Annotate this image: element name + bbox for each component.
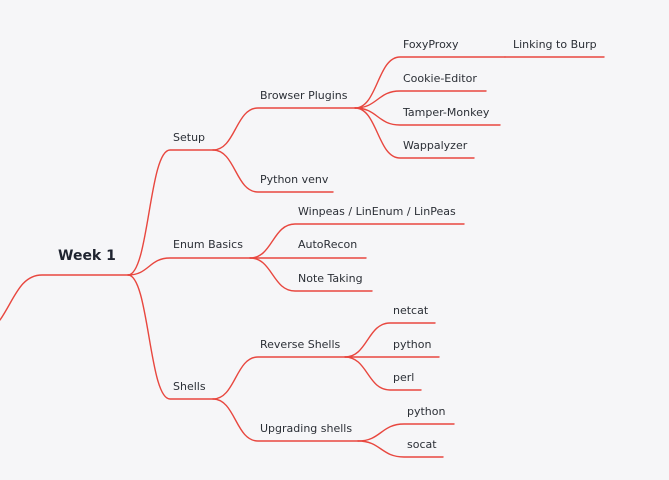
edge-tamper-monkey [354,107,501,126]
node-upgrading-shells[interactable]: Upgrading shells [260,422,353,435]
node-python-upgrade[interactable]: python [407,405,446,418]
node-cookie-editor[interactable]: Cookie-Editor [403,72,477,85]
node-netcat[interactable]: netcat [393,304,429,317]
node-browser-plugins[interactable]: Browser Plugins [260,89,348,102]
edge-setup [127,149,214,276]
edge-python-upg [357,423,455,442]
node-wappalyzer[interactable]: Wappalyzer [403,139,468,152]
node-socat[interactable]: socat [407,438,437,451]
node-perl[interactable]: perl [393,371,415,384]
edge-netcat [344,322,436,358]
node-winpeas-linenum-linpeas[interactable]: Winpeas / LinEnum / LinPeas [298,205,456,218]
edge-upgrading-shells [212,398,359,442]
root-node[interactable]: Week 1 [58,248,116,264]
node-tamper-monkey[interactable]: Tamper-Monkey [403,106,490,119]
node-linking-to-burp[interactable]: Linking to Burp [513,38,597,51]
edge-reverse-shells [212,356,346,400]
node-note-taking[interactable]: Note Taking [298,272,363,285]
edge-note-taking [249,257,373,292]
node-enum-basics[interactable]: Enum Basics [173,238,243,251]
node-python-venv[interactable]: Python venv [260,173,329,186]
edge-foxyproxy [354,56,506,109]
node-autorecon[interactable]: AutoRecon [298,238,358,251]
edge-winpeas [249,223,465,259]
node-setup[interactable]: Setup [173,131,206,144]
node-shells[interactable]: Shells [173,380,206,393]
node-reverse-shells[interactable]: Reverse Shells [260,338,341,351]
edge-browser-plugins [212,107,356,151]
edge-socat [357,440,444,458]
edge-shells [127,274,214,400]
edge-perl [344,356,422,391]
edge-python-venv [212,149,334,193]
mindmap-connectors [0,56,605,458]
node-python-reverse[interactable]: python [393,338,432,351]
node-foxyproxy[interactable]: FoxyProxy [403,38,459,51]
edge-enum-basics [127,257,251,276]
edge-cookie-editor [354,90,487,109]
edge-wappalyzer [354,107,475,159]
root-underline [0,274,129,321]
